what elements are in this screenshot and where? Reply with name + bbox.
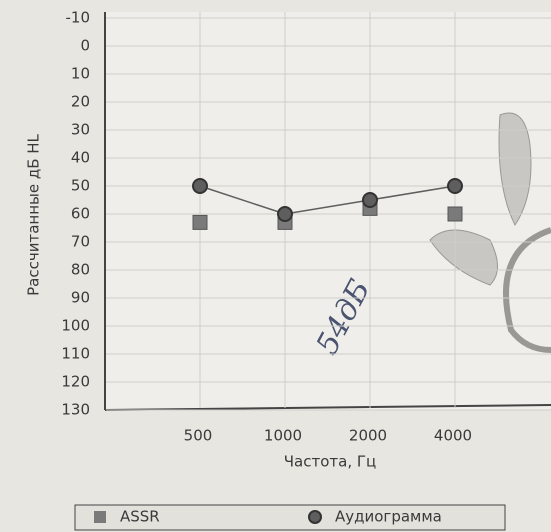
marker <box>193 179 207 193</box>
legend-marker <box>309 511 321 523</box>
y-tick-label: 10 <box>71 65 90 83</box>
y-tick-label: 120 <box>61 373 90 391</box>
chart: Рассчитанные дБ HL Частота, Гц 54дБ -100… <box>0 0 551 532</box>
y-tick-label: 130 <box>61 401 90 419</box>
marker <box>448 179 462 193</box>
y-tick-label: 20 <box>71 93 90 111</box>
x-tick-label: 1000 <box>264 427 302 445</box>
x-tick-label: 2000 <box>349 427 387 445</box>
marker <box>193 215 207 229</box>
y-tick-label: 40 <box>71 149 90 167</box>
y-tick-label: 60 <box>71 205 90 223</box>
y-tick-label: 50 <box>71 177 90 195</box>
legend-label: ASSR <box>120 508 160 526</box>
y-tick-label: 100 <box>61 317 90 335</box>
y-tick-label: 90 <box>71 289 90 307</box>
x-axis-label: Частота, Гц <box>284 453 376 471</box>
y-tick-label: 0 <box>80 37 90 55</box>
y-tick-label: 80 <box>71 261 90 279</box>
legend-label: Аудиограмма <box>335 508 442 526</box>
page: {"chart_data": {"type": "line", "y_label… <box>0 0 551 532</box>
marker <box>278 207 292 221</box>
y-axis-label: Рассчитанные дБ HL <box>25 133 43 295</box>
y-tick-label: 70 <box>71 233 90 251</box>
legend-marker <box>94 511 106 523</box>
marker <box>448 207 462 221</box>
y-tick-label: -10 <box>66 9 91 27</box>
y-tick-label: 30 <box>71 121 90 139</box>
marker <box>363 193 377 207</box>
x-tick-label: 4000 <box>434 427 472 445</box>
x-tick-label: 500 <box>184 427 213 445</box>
y-tick-label: 110 <box>61 345 90 363</box>
